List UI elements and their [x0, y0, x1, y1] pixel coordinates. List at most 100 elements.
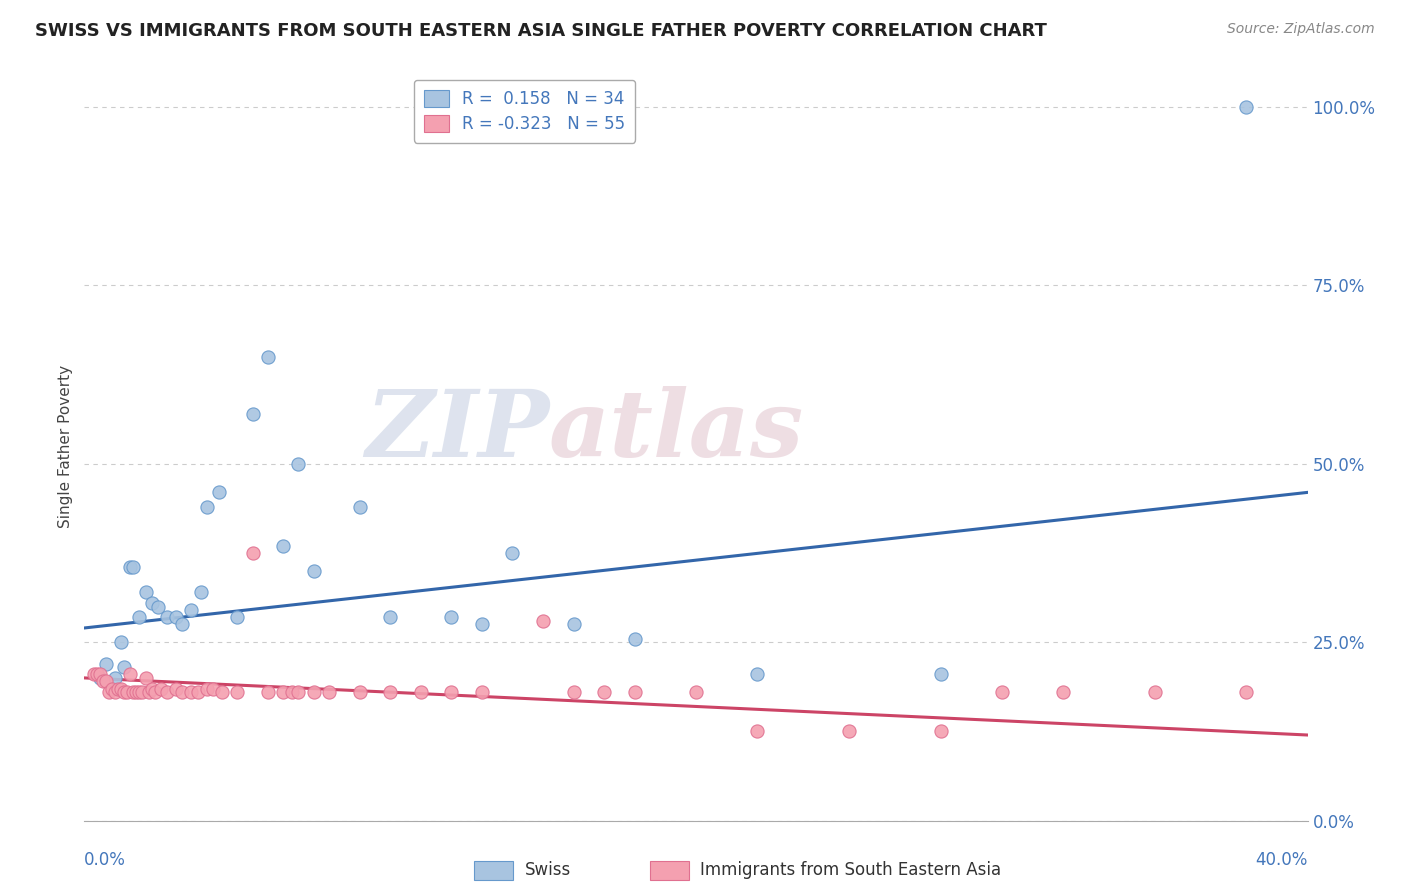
Point: [110, 681, 132, 696]
Point: [287, 685, 309, 699]
Point: [440, 685, 463, 699]
Point: [257, 685, 280, 699]
Point: [172, 617, 194, 632]
Point: [94, 674, 117, 689]
Point: [1236, 685, 1258, 699]
Text: atlas: atlas: [550, 386, 804, 476]
FancyBboxPatch shape: [650, 861, 689, 880]
Point: [120, 560, 142, 574]
Point: [195, 500, 218, 514]
Point: [531, 614, 554, 628]
Point: [143, 685, 166, 699]
Point: [281, 685, 304, 699]
Text: 40.0%: 40.0%: [1256, 851, 1308, 869]
Point: [1236, 100, 1258, 114]
Point: [104, 671, 127, 685]
Point: [349, 500, 371, 514]
Point: [180, 685, 202, 699]
Point: [112, 685, 135, 699]
Text: Source: ZipAtlas.com: Source: ZipAtlas.com: [1227, 22, 1375, 37]
Point: [141, 681, 163, 696]
Legend: R =  0.158   N = 34, R = -0.323   N = 55: R = 0.158 N = 34, R = -0.323 N = 55: [413, 79, 636, 143]
Point: [271, 685, 294, 699]
Point: [302, 685, 325, 699]
Point: [471, 617, 494, 632]
Point: [302, 564, 325, 578]
Point: [89, 667, 111, 681]
Point: [562, 617, 585, 632]
Point: [128, 685, 150, 699]
Point: [929, 667, 952, 681]
Point: [138, 685, 160, 699]
Point: [440, 610, 463, 624]
Point: [1143, 685, 1166, 699]
Point: [747, 724, 769, 739]
Point: [115, 685, 138, 699]
Point: [190, 585, 212, 599]
Point: [131, 685, 153, 699]
Point: [101, 681, 124, 696]
Point: [624, 632, 647, 646]
Point: [201, 681, 224, 696]
Point: [562, 685, 585, 699]
Point: [349, 685, 371, 699]
Point: [149, 681, 172, 696]
Point: [471, 685, 494, 699]
Text: SWISS VS IMMIGRANTS FROM SOUTH EASTERN ASIA SINGLE FATHER POVERTY CORRELATION CH: SWISS VS IMMIGRANTS FROM SOUTH EASTERN A…: [35, 22, 1047, 40]
Point: [226, 685, 249, 699]
Point: [991, 685, 1014, 699]
Text: Swiss: Swiss: [524, 861, 571, 879]
Point: [135, 585, 157, 599]
Point: [242, 407, 264, 421]
Point: [186, 685, 208, 699]
Point: [593, 685, 616, 699]
Point: [380, 610, 402, 624]
FancyBboxPatch shape: [474, 861, 513, 880]
Point: [502, 546, 524, 560]
Text: ZIP: ZIP: [366, 386, 550, 476]
Point: [257, 350, 280, 364]
Point: [135, 671, 157, 685]
Point: [141, 596, 163, 610]
Point: [380, 685, 402, 699]
Point: [195, 681, 218, 696]
Point: [104, 685, 127, 699]
Point: [172, 685, 194, 699]
Point: [120, 667, 142, 681]
Point: [1052, 685, 1074, 699]
Point: [624, 685, 647, 699]
Point: [242, 546, 264, 560]
Y-axis label: Single Father Poverty: Single Father Poverty: [58, 365, 73, 527]
Point: [929, 724, 952, 739]
Point: [112, 660, 135, 674]
Point: [97, 685, 120, 699]
Point: [226, 610, 249, 624]
Point: [156, 610, 179, 624]
Point: [747, 667, 769, 681]
Point: [83, 667, 105, 681]
Point: [91, 674, 114, 689]
Point: [125, 685, 148, 699]
Point: [211, 685, 233, 699]
Point: [107, 681, 129, 696]
Point: [94, 657, 117, 671]
Point: [165, 610, 187, 624]
Point: [287, 457, 309, 471]
Point: [409, 685, 432, 699]
Text: 0.0%: 0.0%: [84, 851, 127, 869]
Point: [156, 685, 179, 699]
Point: [146, 599, 169, 614]
Point: [685, 685, 707, 699]
Point: [318, 685, 340, 699]
Point: [838, 724, 860, 739]
Text: Immigrants from South Eastern Asia: Immigrants from South Eastern Asia: [700, 861, 1001, 879]
Point: [86, 667, 108, 681]
Point: [128, 610, 150, 624]
Point: [271, 539, 294, 553]
Point: [208, 485, 231, 500]
Point: [110, 635, 132, 649]
Point: [122, 685, 145, 699]
Point: [89, 671, 111, 685]
Point: [165, 681, 187, 696]
Point: [180, 603, 202, 617]
